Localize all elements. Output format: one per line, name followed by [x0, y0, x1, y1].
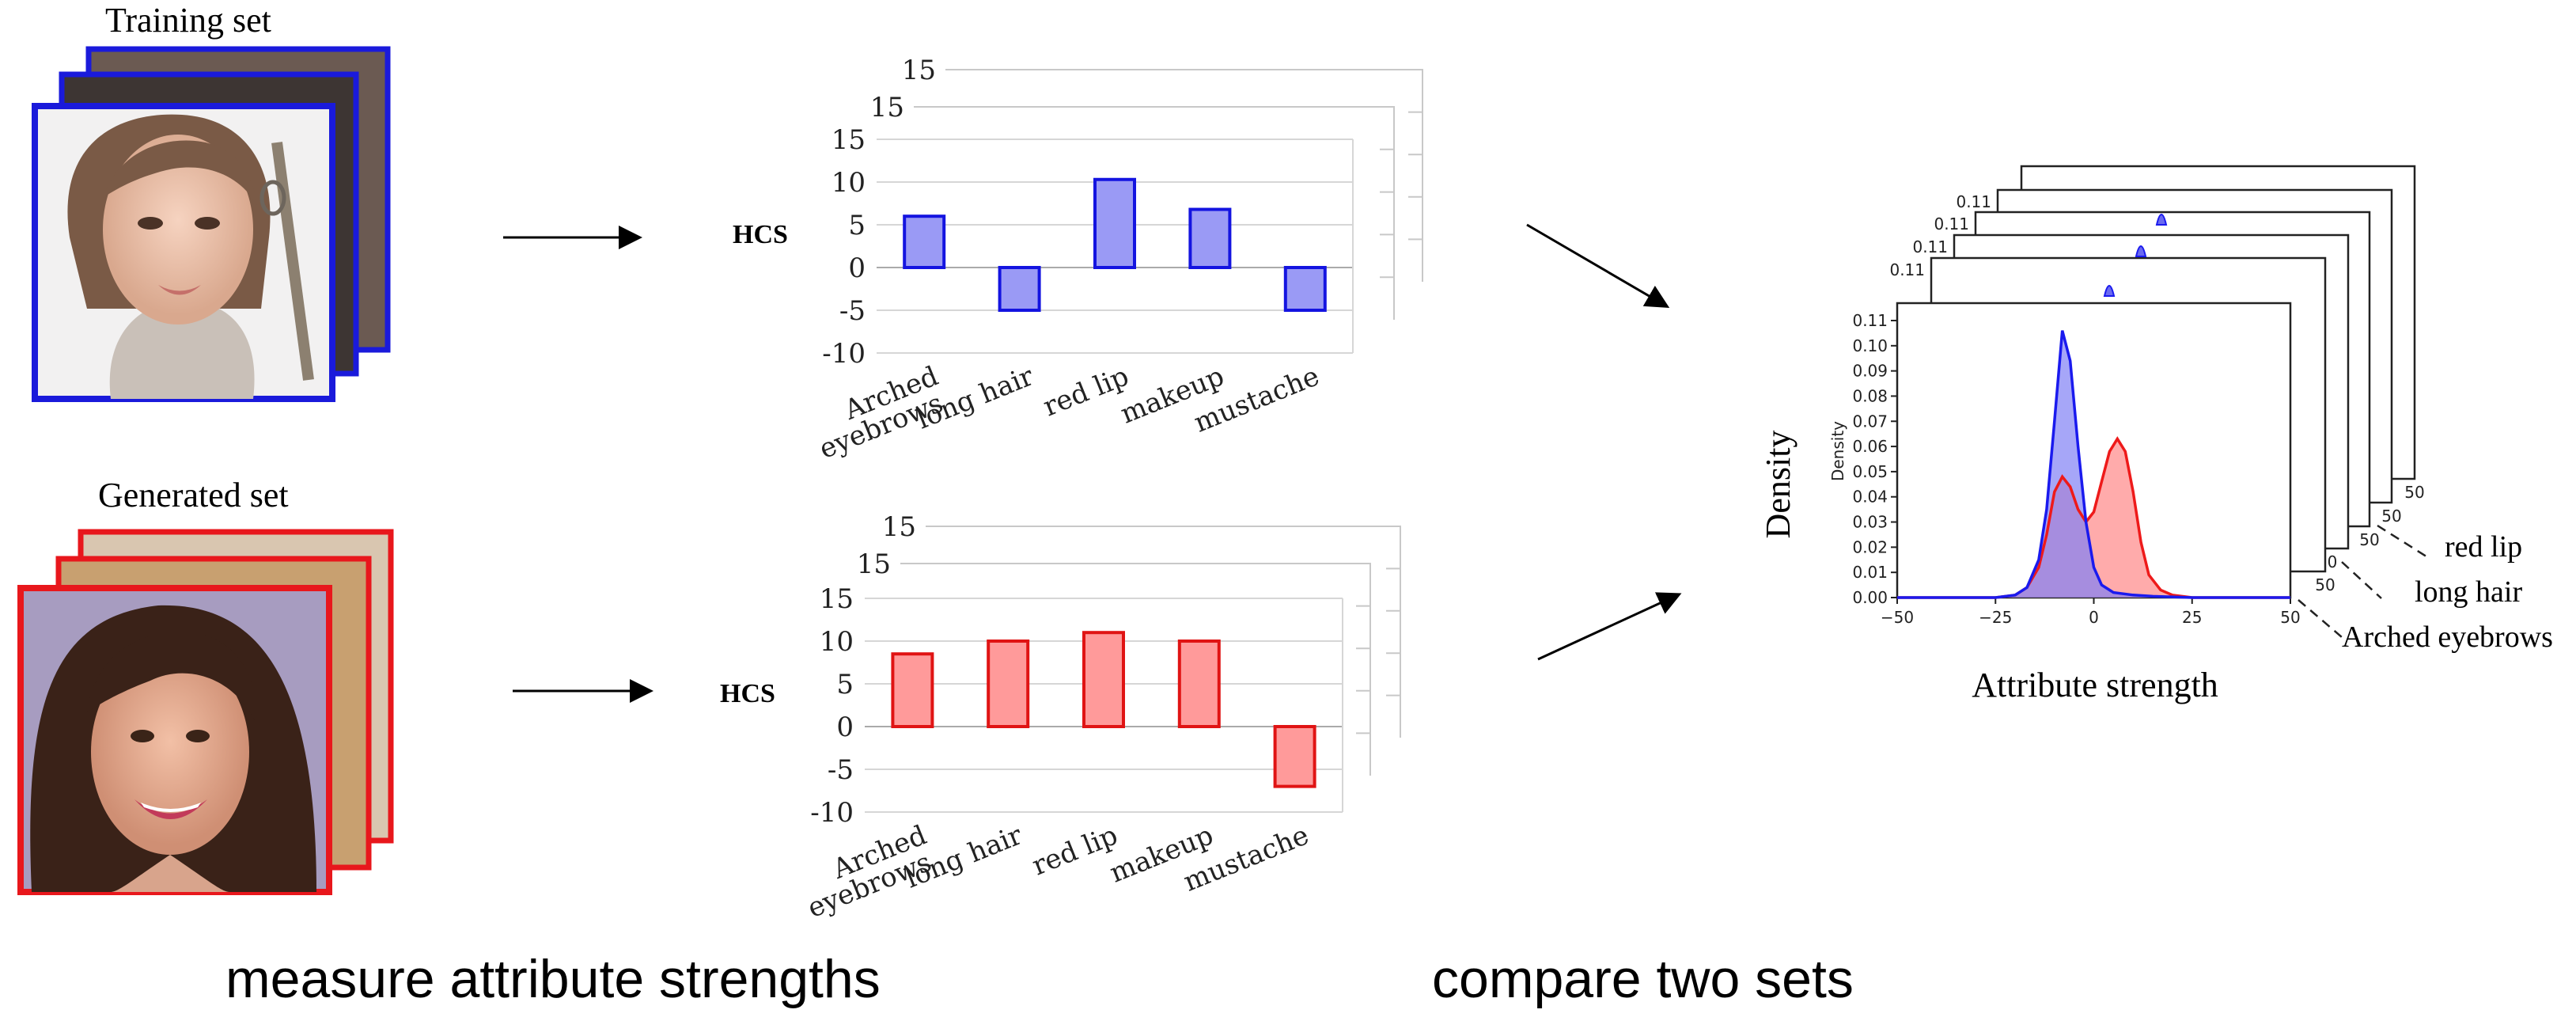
y-tick-label: -5	[828, 754, 854, 786]
back-layer-x-tick: 50	[2404, 483, 2424, 502]
back-layer-tick-label: 15	[857, 548, 891, 580]
bar	[998, 266, 1041, 312]
y-tick-label: 0.02	[1852, 537, 1888, 556]
y-tick-label: 0.10	[1852, 336, 1888, 355]
back-layer-x-tick: 50	[2315, 575, 2335, 594]
y-tick-label: 0.04	[1852, 488, 1888, 507]
generated-image-stack	[17, 529, 394, 895]
training-image-stack	[32, 46, 391, 402]
category-label: red lip	[1039, 360, 1133, 423]
back-layer-x-tick: 0	[2328, 552, 2338, 571]
y-tick-label: 0.07	[1852, 412, 1888, 431]
y-tick-label: 0.08	[1852, 386, 1888, 405]
back-layer-tick-label: 15	[902, 55, 936, 86]
red-density-area	[1897, 438, 2290, 598]
category-label: red lip	[1028, 819, 1122, 882]
x-tick-label: 50	[2280, 608, 2300, 627]
y-tick-label: 0.09	[1852, 362, 1888, 381]
x-tick-label: −25	[1979, 608, 2012, 627]
back-layer-x-tick: 50	[2359, 530, 2379, 549]
y-tick-label: 0	[848, 252, 866, 284]
arrows	[503, 223, 1682, 703]
density-x-axis-label: Attribute strength	[1972, 666, 2218, 704]
back-layer-peak	[2135, 245, 2147, 257]
x-tick-label: 0	[2089, 608, 2099, 627]
blue-density-line	[1897, 330, 2290, 599]
arrow-generated-to-density	[1537, 592, 1682, 661]
layer-label: red lip	[2445, 530, 2522, 564]
y-tick-label: 5	[848, 210, 866, 241]
inner-y-axis-label: Density	[1828, 421, 1847, 481]
back-layer-peak	[2103, 285, 2116, 297]
y-tick-label: 5	[836, 669, 854, 700]
y-tick-label: 0.11	[1852, 311, 1888, 330]
back-layer-tick-label: 15	[870, 92, 904, 123]
layer-label: Arched eyebrows	[2342, 621, 2553, 654]
training-set-title: Training set	[105, 1, 271, 40]
back-layer-frame	[914, 106, 1395, 320]
layer-label-leader	[2377, 524, 2430, 560]
y-tick-label: -10	[822, 338, 866, 370]
back-layer-y-tick: 0.11	[1934, 214, 1969, 233]
hcs-label-training: HCS	[733, 220, 788, 249]
red-density-line	[1897, 436, 2290, 599]
y-tick-label: 0.01	[1852, 563, 1888, 582]
generated-face-image	[17, 585, 332, 895]
bar	[891, 652, 934, 729]
bar	[1188, 207, 1232, 269]
layer-label-leader	[2298, 599, 2343, 638]
y-tick-label: 10	[820, 626, 854, 658]
bar	[903, 214, 946, 270]
y-tick-label: 15	[832, 124, 866, 156]
y-tick-label: -10	[810, 797, 854, 829]
y-tick-label: 10	[832, 167, 866, 199]
generated-set-title: Generated set	[98, 476, 289, 514]
y-tick-label: 0.06	[1852, 437, 1888, 456]
back-layer-frame	[900, 563, 1371, 776]
density-y-axis-label: Density	[1759, 431, 1798, 539]
bar	[1283, 266, 1327, 312]
back-layer-tick-label: 15	[882, 511, 916, 543]
bar	[987, 640, 1030, 728]
y-tick-label: -5	[839, 295, 866, 327]
back-layer-y-tick: 0.11	[1889, 260, 1925, 279]
back-layer-y-tick: 0.11	[1912, 237, 1948, 256]
x-tick-label: 25	[2182, 608, 2202, 627]
back-layer-frame	[945, 69, 1423, 282]
caption-measure: measure attribute strengths	[225, 949, 881, 1009]
back-layer-x-tick: 50	[2381, 507, 2401, 526]
back-layer-y-tick: 0.11	[1956, 192, 1991, 211]
hcs-label-generated: HCS	[720, 679, 775, 708]
y-tick-label: 15	[820, 583, 854, 615]
y-tick-label: 0	[836, 712, 854, 743]
density-chart: 50 0.11 50 0.11 50 0.11 0 0.11 50 0.00 0.01 0.02 0.0…	[1759, 165, 2553, 704]
y-tick-label: 0.05	[1852, 462, 1888, 481]
back-layer-frame	[926, 526, 1401, 738]
bar	[1273, 725, 1316, 788]
y-tick-label: 0.00	[1852, 588, 1888, 607]
y-tick-label: 0.03	[1852, 513, 1888, 532]
training-face-image	[32, 103, 335, 402]
bar	[1082, 631, 1125, 729]
layer-label-leader	[2341, 561, 2382, 599]
layer-label: long hair	[2415, 575, 2522, 609]
caption-compare: compare two sets	[1432, 949, 1854, 1009]
x-tick-label: −50	[1881, 608, 1914, 627]
arrow-training-to-density	[1526, 223, 1670, 309]
bar	[1177, 640, 1221, 728]
bar	[1093, 177, 1136, 269]
back-layer-peak	[2155, 214, 2168, 226]
